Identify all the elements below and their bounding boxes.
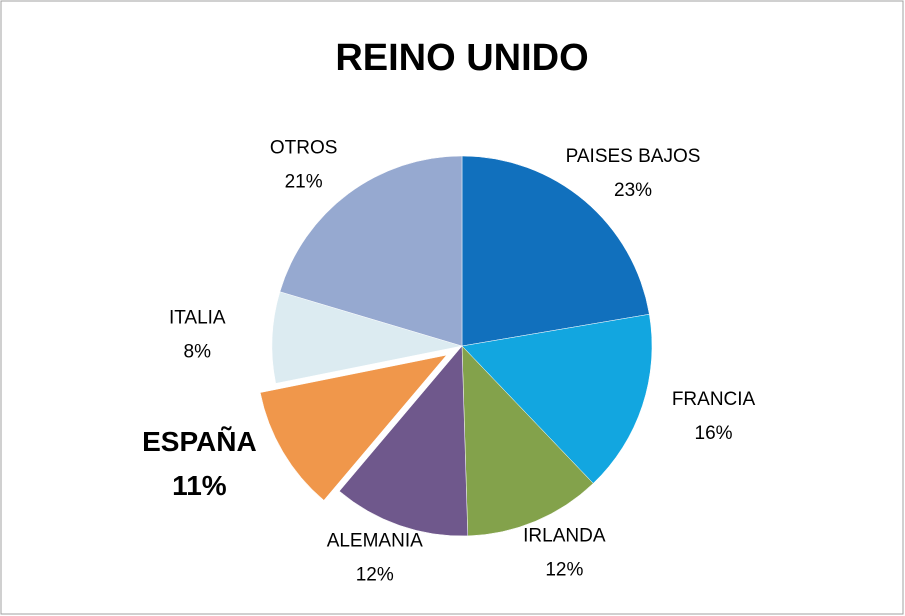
- slice-value-label: 11%: [172, 470, 227, 501]
- slice-label: ESPAÑA: [142, 426, 257, 457]
- slice-label: FRANCIA: [672, 389, 756, 410]
- pie-slice: [279, 155, 463, 347]
- pie-slice: [271, 291, 463, 384]
- slice-value-label: 8%: [184, 342, 212, 363]
- slice-label: PAISES BAJOS: [566, 146, 701, 167]
- pie-slice: [461, 345, 594, 537]
- slice-label: ALEMANIA: [327, 530, 423, 551]
- slice-value-label: 21%: [285, 172, 323, 193]
- pie-slice: [461, 313, 653, 484]
- pie-slice: [461, 155, 650, 347]
- slice-label: ITALIA: [169, 308, 226, 329]
- pie-slice: [259, 354, 448, 501]
- pie-slice: [339, 345, 469, 537]
- slice-value-label: 23%: [614, 180, 652, 201]
- slice-value-label: 12%: [356, 564, 394, 585]
- slice-value-label: 12%: [545, 560, 583, 581]
- slice-label: IRLANDA: [523, 526, 606, 547]
- chart-title: REINO UNIDO: [335, 37, 588, 79]
- slice-label: OTROS: [270, 138, 338, 159]
- slice-value-label: 16%: [695, 423, 733, 444]
